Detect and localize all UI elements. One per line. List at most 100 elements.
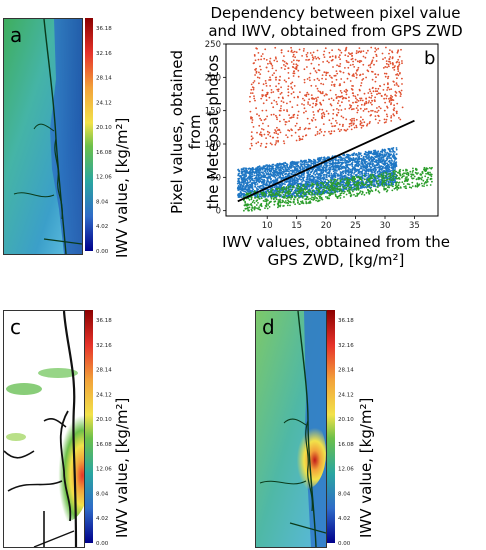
scatter-point-green bbox=[283, 204, 285, 207]
scatter-point-red bbox=[390, 88, 393, 90]
scatter-point-blue bbox=[257, 171, 260, 174]
scatter-point-red bbox=[389, 49, 391, 51]
scatter-point-green bbox=[244, 200, 246, 203]
scatter-point-red bbox=[355, 124, 358, 127]
scatter-point-blue bbox=[317, 159, 320, 162]
scatter-point-green bbox=[370, 189, 373, 192]
scatter-point-red bbox=[390, 120, 393, 122]
scatter-point-red bbox=[280, 91, 283, 94]
scatter-point-red bbox=[383, 118, 386, 121]
scatter-point-red bbox=[309, 79, 311, 82]
scatter-point-red bbox=[277, 133, 279, 135]
scatter-point-red bbox=[316, 133, 319, 135]
scatter-point-green bbox=[391, 189, 394, 192]
scatter-point-blue bbox=[377, 166, 379, 169]
scatter-point-blue bbox=[243, 173, 246, 176]
scatter-point-blue bbox=[267, 179, 269, 182]
scatter-point-red bbox=[323, 115, 326, 118]
scatter-point-red bbox=[354, 101, 357, 104]
scatter-point-red bbox=[265, 99, 268, 102]
scatter-point-blue bbox=[268, 167, 271, 170]
scatter-point-blue bbox=[294, 188, 297, 191]
scatter-point-red bbox=[314, 104, 317, 107]
scatter-point-red bbox=[374, 80, 377, 83]
scatter-point-red bbox=[274, 143, 277, 146]
scatter-point-red bbox=[360, 82, 363, 84]
scatter-point-blue bbox=[395, 147, 398, 149]
scatter-point-red bbox=[306, 78, 309, 80]
scatter-point-red bbox=[331, 125, 334, 128]
scatter-point-blue bbox=[385, 169, 388, 171]
scatter-point-blue bbox=[376, 159, 379, 162]
scatter-point-red bbox=[269, 79, 272, 81]
scatter-point-blue bbox=[280, 165, 282, 167]
scatter-point-blue bbox=[307, 163, 309, 166]
scatter-point-green bbox=[339, 197, 342, 199]
scatter-point-red bbox=[336, 64, 338, 67]
scatter-point-blue bbox=[379, 183, 382, 186]
scatter-point-red bbox=[397, 65, 400, 67]
scatter-point-green bbox=[398, 178, 401, 180]
scatter-point-blue bbox=[257, 173, 260, 176]
scatter-point-red bbox=[372, 90, 375, 93]
scatter-point-blue bbox=[290, 164, 293, 167]
scatter-point-red bbox=[296, 104, 299, 106]
scatter-point-blue bbox=[318, 172, 321, 175]
scatter-point-red bbox=[335, 78, 338, 81]
scatter-point-blue bbox=[307, 161, 310, 163]
scatter-point-blue bbox=[252, 188, 255, 191]
scatter-point-red bbox=[330, 84, 333, 86]
scatter-point-blue bbox=[345, 188, 348, 190]
scatter-point-blue bbox=[338, 168, 341, 171]
scatter-point-red bbox=[382, 67, 385, 69]
scatter-point-red bbox=[303, 128, 306, 131]
scatter-point-red bbox=[374, 87, 377, 90]
scatter-point-red bbox=[298, 48, 301, 51]
scatter-point-red bbox=[355, 107, 358, 109]
scatter-point-red bbox=[305, 59, 307, 61]
scatter-point-blue bbox=[292, 171, 295, 173]
scatter-point-blue bbox=[244, 186, 247, 189]
scatter-point-red bbox=[339, 65, 341, 68]
scatter-point-red bbox=[274, 129, 276, 131]
scatter-point-green bbox=[423, 185, 425, 188]
scatter-point-red bbox=[382, 58, 384, 61]
scatter-point-green bbox=[407, 174, 410, 177]
scatter-point-blue bbox=[314, 174, 317, 176]
scatter-point-green bbox=[363, 174, 365, 177]
scatter-point-red bbox=[290, 50, 293, 53]
scatter-point-blue bbox=[266, 173, 268, 176]
scatter-point-blue bbox=[329, 168, 332, 170]
scatter-point-red bbox=[363, 121, 366, 124]
scatter-point-red bbox=[332, 112, 335, 115]
scatter-point-red bbox=[265, 82, 267, 85]
scatter-point-green bbox=[378, 191, 381, 194]
scatter-point-blue bbox=[346, 153, 348, 156]
scatter-point-blue bbox=[310, 164, 313, 166]
scatter-point-blue bbox=[308, 181, 311, 184]
scatter-point-red bbox=[322, 53, 325, 56]
scatter-point-blue bbox=[300, 182, 302, 185]
scatter-point-red bbox=[297, 128, 300, 131]
colorbar-tick-label: 8.04 bbox=[96, 199, 109, 205]
scatter-point-green bbox=[337, 185, 340, 188]
scatter-point-red bbox=[375, 49, 378, 51]
scatter-point-red bbox=[301, 55, 303, 57]
scatter-point-red bbox=[320, 131, 323, 133]
scatter-point-red bbox=[297, 60, 300, 62]
scatter-point-red bbox=[290, 92, 293, 95]
scatter-point-red bbox=[393, 107, 396, 109]
scatter-point-red bbox=[266, 93, 269, 96]
scatter-point-green bbox=[300, 200, 302, 203]
scatter-point-red bbox=[260, 135, 263, 137]
scatter-point-red bbox=[262, 83, 265, 86]
scatter-point-blue bbox=[390, 150, 392, 153]
scatter-point-green bbox=[339, 188, 342, 191]
scatter-point-green bbox=[284, 200, 287, 202]
scatter-point-blue bbox=[327, 156, 329, 158]
scatter-point-green bbox=[342, 185, 345, 188]
scatter-point-red bbox=[390, 102, 393, 104]
scatter-point-red bbox=[329, 132, 332, 135]
scatter-point-green bbox=[315, 199, 317, 202]
